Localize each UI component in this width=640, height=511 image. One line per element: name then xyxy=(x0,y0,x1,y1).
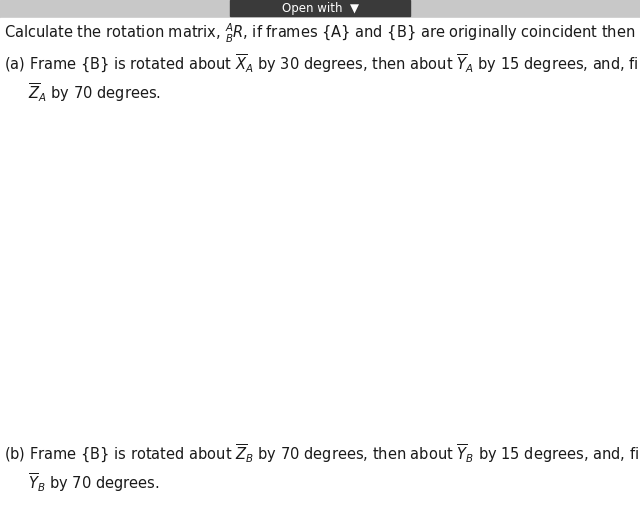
Bar xyxy=(230,0,410,16)
Text: (b) Frame {B} is rotated about $\overline{Z}_{B}$ by 70 degrees, then about $\ov: (b) Frame {B} is rotated about $\overlin… xyxy=(4,443,640,465)
Text: (a) Frame {B} is rotated about $\overline{X}_{A}$ by 30 degrees, then about $\ov: (a) Frame {B} is rotated about $\overlin… xyxy=(4,53,640,75)
Text: Open with  ▼: Open with ▼ xyxy=(282,2,358,14)
Text: $\overline{Z}_{A}$ by 70 degrees.: $\overline{Z}_{A}$ by 70 degrees. xyxy=(28,81,161,104)
Text: Calculate the rotation matrix, ${}^{A}_{B}R$, if frames {A} and {B} are original: Calculate the rotation matrix, ${}^{A}_{… xyxy=(4,22,636,45)
Bar xyxy=(0,0,640,18)
Text: $\overline{Y}_{B}$ by 70 degrees.: $\overline{Y}_{B}$ by 70 degrees. xyxy=(28,471,159,494)
